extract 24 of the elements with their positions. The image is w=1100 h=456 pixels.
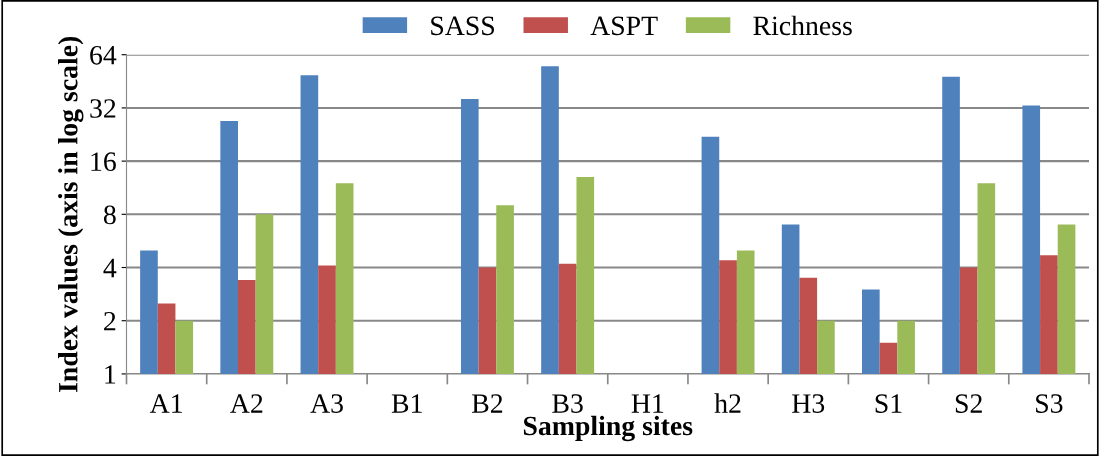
y-axis-title: Index values (axis in log scale): [58, 36, 84, 393]
y-tick-label: 8: [103, 205, 116, 225]
x-tick-label: S3: [1036, 394, 1063, 413]
x-tick-label: h2: [714, 393, 741, 413]
x-tick-label: A3: [310, 394, 343, 413]
x-tick-label: A1: [149, 394, 182, 413]
legend-label: ASPT: [590, 16, 658, 36]
x-tick-label: B1: [391, 394, 422, 413]
y-tick-label: 32: [90, 99, 116, 118]
legend-label: Richness: [753, 15, 852, 36]
x-tick-label: B3: [552, 394, 583, 413]
y-tick-label: 64: [90, 45, 117, 65]
x-tick-label: S1: [875, 394, 902, 413]
y-tick-label: 4: [103, 258, 117, 278]
y-tick-label: 16: [91, 152, 116, 172]
x-tick-label: A2: [230, 394, 263, 413]
x-tick-label: H3: [792, 394, 825, 413]
x-tick-label: B2: [472, 394, 503, 413]
x-tick-label: H1: [631, 394, 664, 413]
y-tick-label: 1: [105, 365, 116, 384]
legend-label: SASS: [431, 16, 495, 36]
x-tick-label: S2: [955, 394, 982, 413]
x-axis-title: Sampling sites: [523, 415, 693, 442]
y-tick-label: 2: [104, 311, 116, 331]
